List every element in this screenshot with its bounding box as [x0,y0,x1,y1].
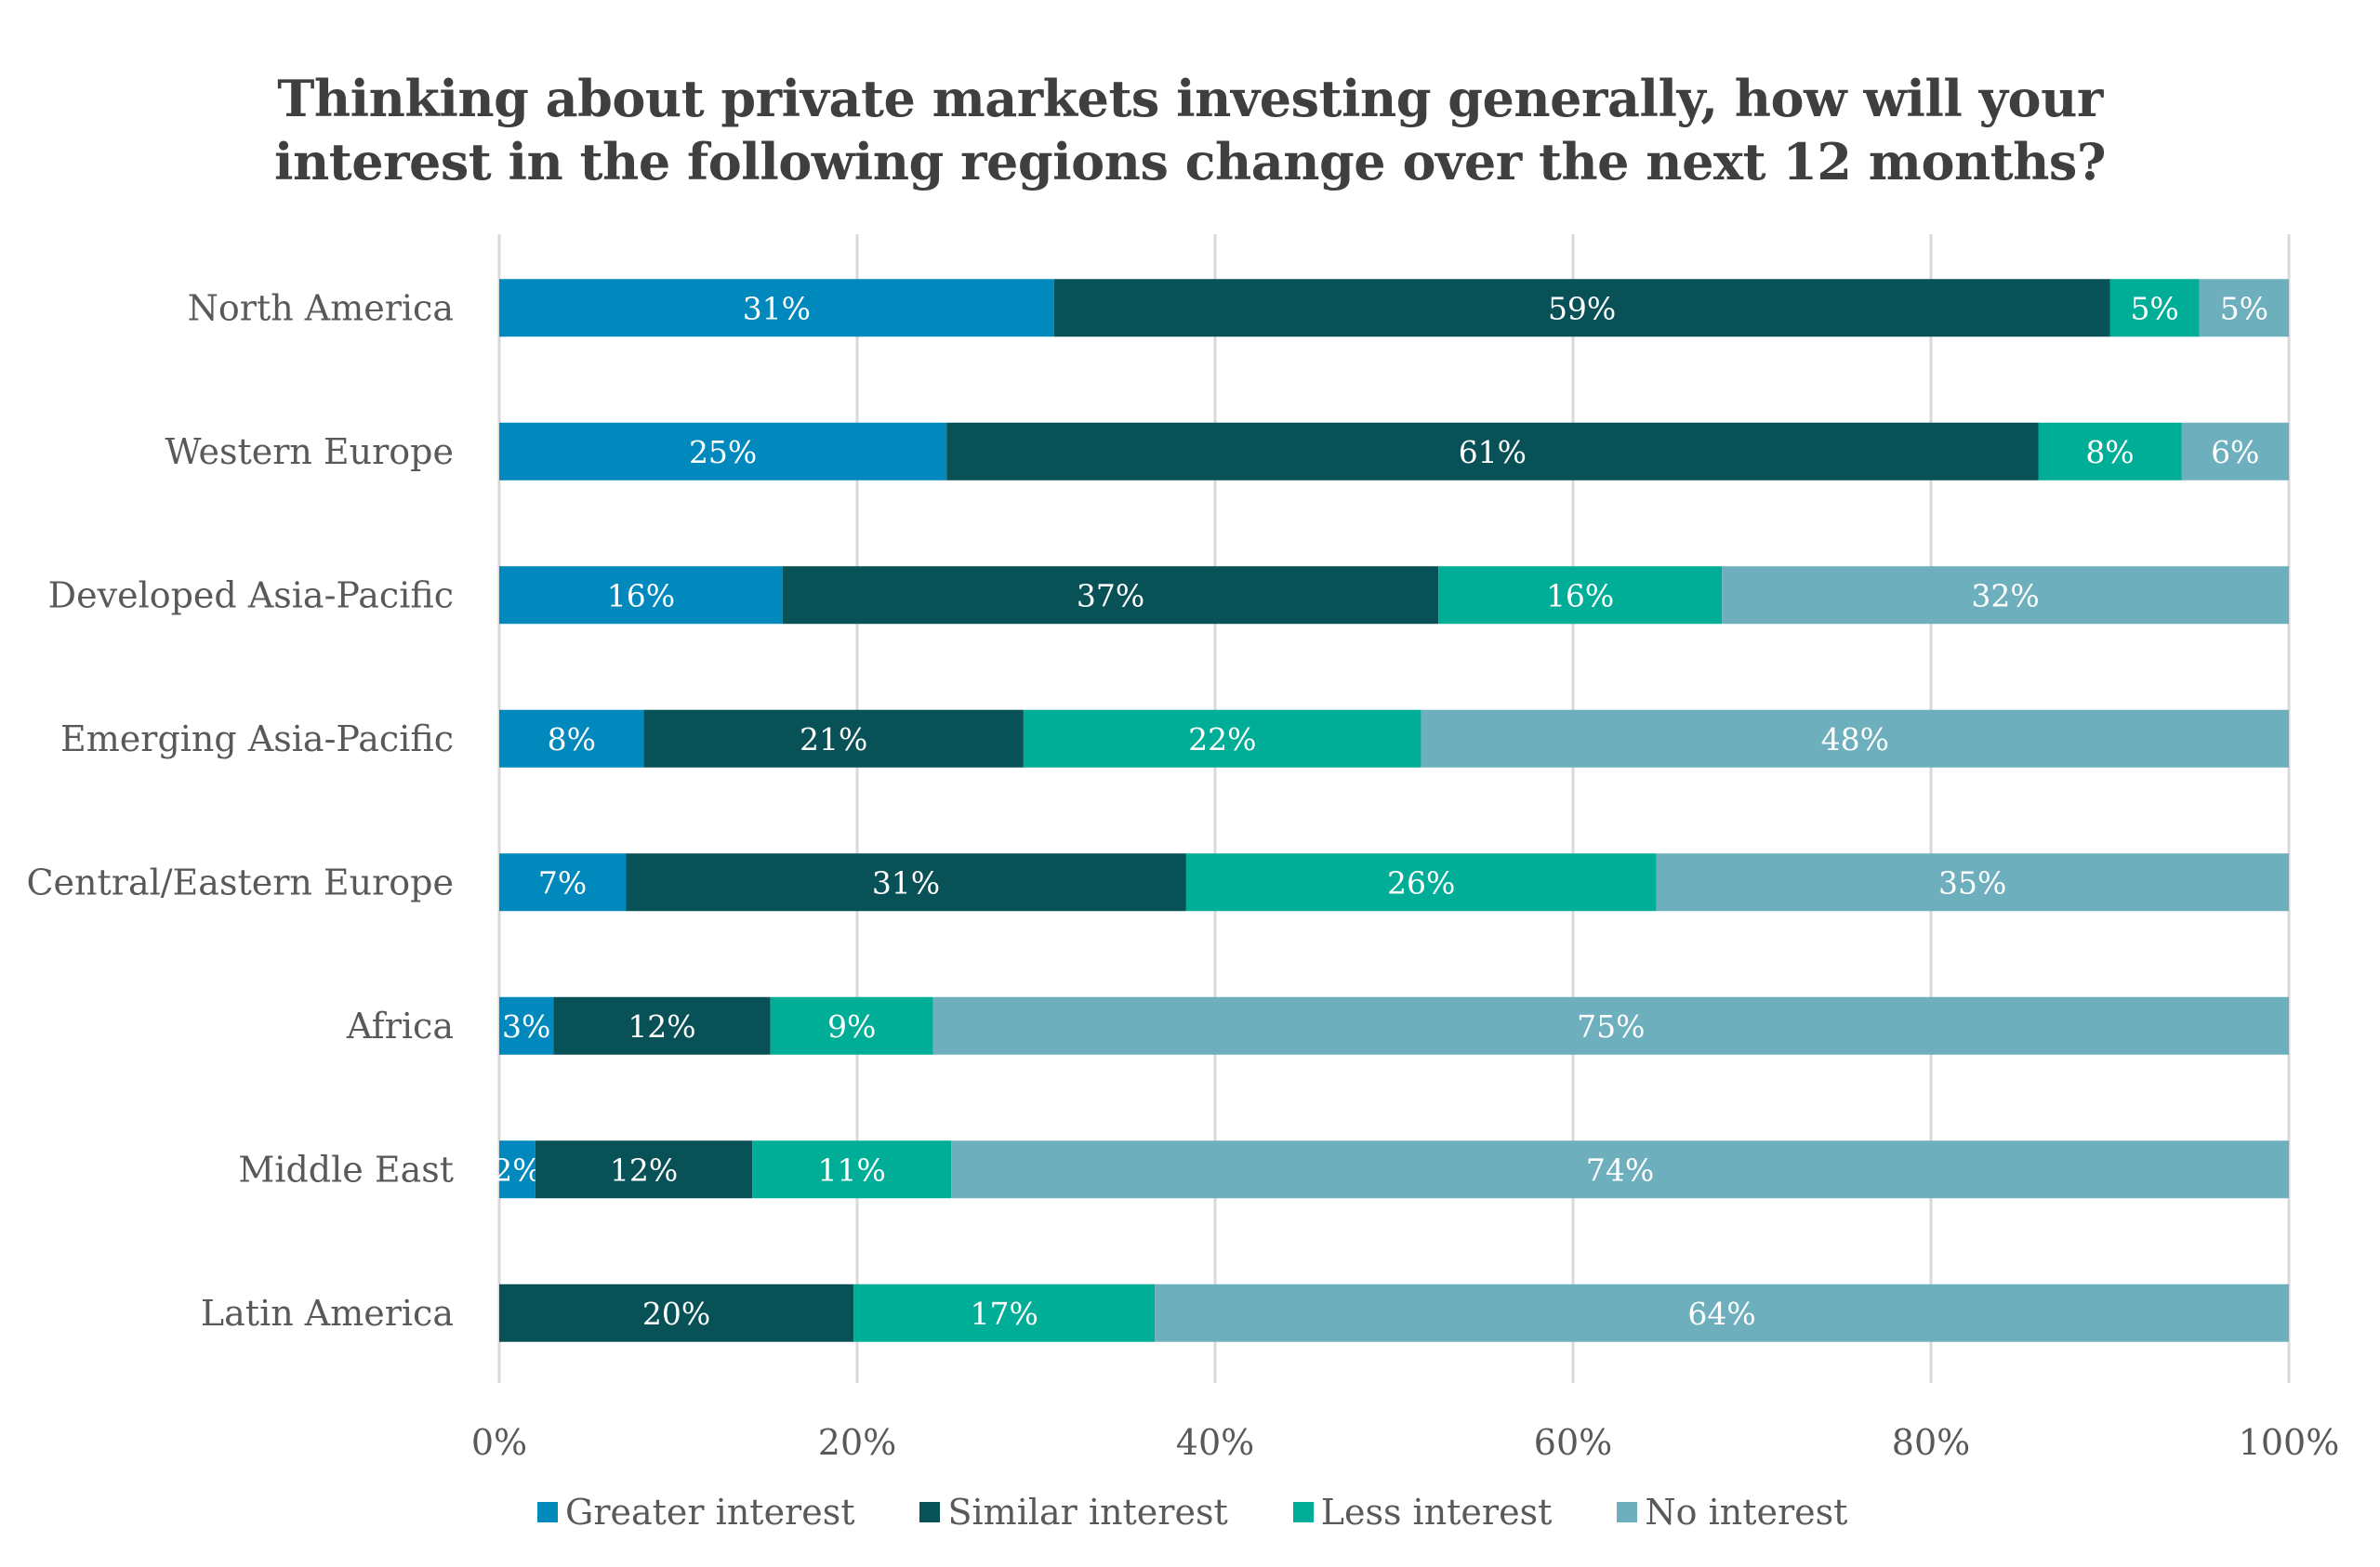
data-label: 12% [610,1152,678,1188]
category-label: Central/Eastern Europe [26,862,454,902]
legend-label: Similar interest [947,1492,1228,1533]
bar-segment [1722,566,2289,625]
data-label: 35% [1938,864,2006,901]
bar-segment [643,709,1024,768]
legend: Greater interest Similar interest Less int… [0,1492,2380,1533]
bar-segment [853,1284,1156,1342]
category-label: Latin America [201,1293,454,1334]
gridlines [497,234,2291,1383]
legend-swatch [537,1502,558,1522]
x-tick-label: 0% [471,1422,527,1463]
bar-segment [1438,566,1723,625]
x-tick-label: 40% [1176,1422,1254,1463]
data-label: 12% [628,1008,695,1045]
category-label: Emerging Asia-Pacific [60,718,454,759]
data-label: 48% [1821,721,1889,757]
bar-segment [2038,422,2182,481]
data-label: 7% [538,864,587,901]
bar-segment [499,709,644,768]
legend-label: Less interest [1320,1492,1553,1533]
data-label: 5% [2130,290,2178,326]
bar-segment [553,996,771,1055]
data-label: 31% [743,290,811,326]
legend-item: Less interest [1292,1492,1553,1533]
x-tick-label: 60% [1534,1422,1612,1463]
bars: 31% 59% 5% 5% 25% 61% 8% 6% 16% 37% 16% 32% 8% 21% 22%… [493,279,2289,1342]
data-label: 21% [800,721,867,757]
bar-segment [1656,853,2289,912]
data-label: 37% [1077,577,1144,613]
bar-segment [499,279,1054,337]
bar-segment [2181,422,2289,481]
x-tick-label: 20% [818,1422,896,1463]
bar-segment [770,996,933,1055]
bar-segment [499,1284,854,1342]
bar-segment [1421,709,2289,768]
bar-segment [2199,279,2289,337]
x-tick-label: 100% [2239,1422,2340,1463]
bar-segment [499,996,554,1055]
data-label: 16% [607,577,675,613]
data-label: 32% [1971,577,2039,613]
bar-segment [499,566,783,625]
data-label: 8% [2085,434,2134,470]
data-label: 61% [1459,434,1527,470]
chart-title-line-2: interest in the following regions change… [274,132,2106,191]
data-label: 3% [502,1008,550,1045]
data-label: 2% [493,1152,541,1188]
category-label: North America [188,287,454,328]
data-label: 59% [1548,290,1616,326]
data-label: 16% [1546,577,1614,613]
bar-segment [946,422,2039,481]
legend-item: Similar interest [919,1492,1228,1533]
data-label: 20% [642,1296,710,1332]
category-label: Middle East [238,1149,454,1190]
chart-title: Thinking about private markets investing… [0,67,2380,193]
bar-segment [535,1140,753,1199]
bar-segment [499,853,627,912]
bar-segment [782,566,1439,625]
category-labels: North America Western Europe Developed Asi… [26,287,454,1334]
category-label: Africa [346,1006,454,1047]
data-label: 17% [971,1296,1038,1332]
data-label: 5% [2220,290,2268,326]
data-label: 75% [1577,1008,1645,1045]
data-label: 26% [1387,864,1455,901]
data-label: 22% [1188,721,1256,757]
x-axis-tick-labels: 0% 20% 40% 60% 80% 100% [471,1422,2339,1463]
data-label: 8% [548,721,596,757]
bar-segment [932,996,2289,1055]
bar-segment [499,422,947,481]
bar-segment [1185,853,1657,912]
bar-segment [2109,279,2200,337]
data-label: 9% [827,1008,876,1045]
bar-segment [752,1140,952,1199]
data-label: 74% [1586,1152,1654,1188]
legend-label: No interest [1645,1492,1848,1533]
data-label: 11% [817,1152,885,1188]
bar-segment [1023,709,1421,768]
bar-segment [1155,1284,2289,1342]
legend-item: No interest [1617,1492,1847,1533]
bar-segment [499,1140,536,1199]
bar-segment [1053,279,2110,337]
bar-segment [626,853,1186,912]
x-tick-label: 80% [1892,1422,1970,1463]
category-label: Western Europe [165,431,455,472]
data-label: 25% [689,434,757,470]
data-label: 31% [872,864,940,901]
bar-segment [951,1140,2289,1199]
legend-swatch [1292,1502,1314,1522]
legend-label: Greater interest [565,1492,855,1533]
legend-item: Greater interest [537,1492,854,1533]
data-label: 6% [2211,434,2259,470]
chart-title-line-1: Thinking about private markets investing… [277,69,2103,128]
legend-swatch [1617,1502,1638,1522]
data-label: 64% [1687,1296,1755,1332]
category-label: Developed Asia-Pacific [48,574,454,615]
legend-swatch [919,1502,941,1522]
